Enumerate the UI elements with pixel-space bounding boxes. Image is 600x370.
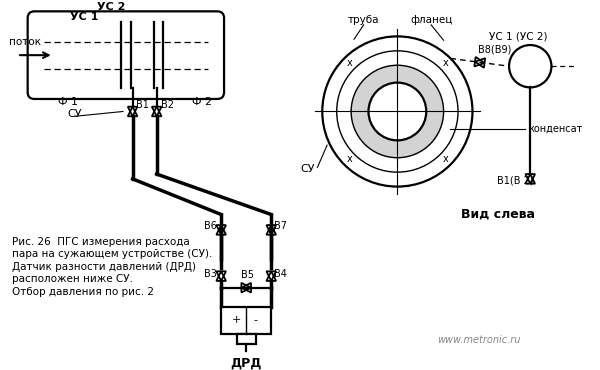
Text: УС 1: УС 1 — [70, 12, 98, 22]
Text: расположен ниже СУ.: расположен ниже СУ. — [12, 274, 133, 284]
Text: Рис. 26  ПГС измерения расхода: Рис. 26 ПГС измерения расхода — [12, 237, 190, 247]
Text: B4: B4 — [274, 269, 287, 279]
Bar — [236, 334, 256, 343]
Text: Вид слева: Вид слева — [461, 208, 535, 221]
Text: -: - — [254, 315, 258, 325]
Text: конденсат: конденсат — [529, 124, 583, 134]
Text: СУ: СУ — [300, 164, 314, 174]
Text: Ф 1: Ф 1 — [58, 97, 77, 107]
Text: фланец: фланец — [410, 15, 452, 25]
Text: +: + — [232, 315, 241, 325]
Text: СУ: СУ — [67, 108, 82, 119]
Text: пара на сужающем устройстве (СУ).: пара на сужающем устройстве (СУ). — [12, 249, 212, 259]
Text: поток: поток — [10, 37, 41, 47]
Bar — [221, 307, 271, 334]
Text: www.metronic.ru: www.metronic.ru — [437, 336, 521, 346]
FancyBboxPatch shape — [28, 11, 224, 99]
Text: B6: B6 — [204, 221, 217, 231]
Text: B8(B9): B8(B9) — [478, 45, 511, 55]
Text: B2: B2 — [161, 100, 173, 110]
Text: Отбор давления по рис. 2: Отбор давления по рис. 2 — [12, 287, 154, 297]
Text: B5: B5 — [241, 270, 254, 280]
Text: Датчик разности давлений (ДРД): Датчик разности давлений (ДРД) — [12, 262, 196, 272]
Text: x: x — [442, 58, 448, 68]
Text: B3: B3 — [204, 269, 217, 279]
Text: x: x — [347, 58, 352, 68]
Text: B7: B7 — [274, 221, 287, 231]
Text: УС 2: УС 2 — [97, 2, 125, 12]
Text: УС 1 (УС 2): УС 1 (УС 2) — [490, 31, 548, 41]
Text: ДРД: ДРД — [230, 357, 262, 370]
Text: B1: B1 — [136, 100, 149, 110]
Text: x: x — [347, 155, 352, 165]
Text: B1(В 2): B1(В 2) — [497, 176, 533, 186]
Text: труба: труба — [348, 15, 379, 25]
Text: Ф 2: Ф 2 — [192, 97, 212, 107]
Text: x: x — [442, 155, 448, 165]
